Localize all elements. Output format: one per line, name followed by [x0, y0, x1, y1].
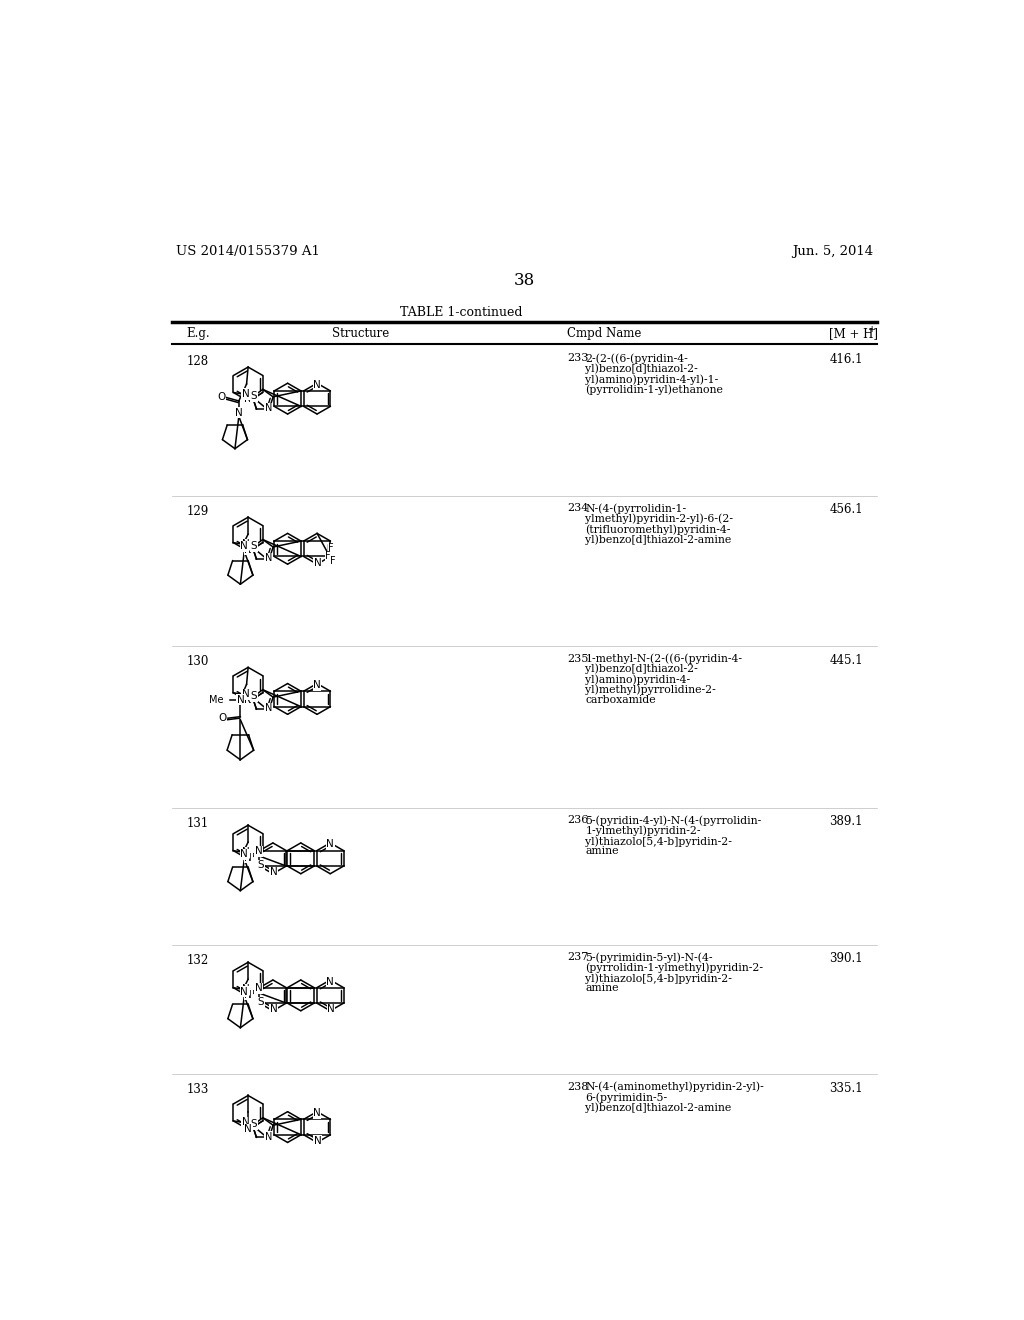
Text: Me: Me: [209, 694, 223, 705]
Text: 1-methyl-N-(2-((6-(pyridin-4-: 1-methyl-N-(2-((6-(pyridin-4-: [586, 653, 742, 664]
Text: N-(4-(aminomethyl)pyridin-2-yl)-: N-(4-(aminomethyl)pyridin-2-yl)-: [586, 1081, 764, 1092]
Text: N: N: [245, 694, 252, 705]
Text: Jun. 5, 2014: Jun. 5, 2014: [793, 244, 873, 257]
Text: (pyrrolidin-1-yl)ethanone: (pyrrolidin-1-yl)ethanone: [586, 384, 723, 395]
Text: N: N: [242, 539, 250, 549]
Text: N: N: [327, 977, 334, 986]
Text: yl)methyl)pyrrolidine-2-: yl)methyl)pyrrolidine-2-: [586, 685, 716, 696]
Text: N: N: [265, 704, 272, 713]
Text: Structure: Structure: [332, 327, 389, 341]
Text: ylmethyl)pyridin-2-yl)-6-(2-: ylmethyl)pyridin-2-yl)-6-(2-: [586, 513, 733, 524]
Text: S: S: [251, 1119, 257, 1130]
Text: yl)thiazolo[5,4-b]pyridin-2-: yl)thiazolo[5,4-b]pyridin-2-: [586, 836, 732, 846]
Text: +: +: [868, 326, 877, 334]
Text: carboxamide: carboxamide: [586, 696, 656, 705]
Text: N: N: [245, 990, 252, 999]
Text: yl)benzo[d]thiazol-2-amine: yl)benzo[d]thiazol-2-amine: [586, 535, 731, 545]
Text: Cmpd Name: Cmpd Name: [567, 327, 642, 341]
Text: S: S: [251, 541, 257, 552]
Text: US 2014/0155379 A1: US 2014/0155379 A1: [176, 244, 319, 257]
Text: 38: 38: [514, 272, 536, 289]
Text: N: N: [241, 541, 248, 552]
Text: (trifluoromethyl)pyridin-4-: (trifluoromethyl)pyridin-4-: [586, 524, 731, 535]
Text: N: N: [234, 408, 243, 417]
Text: N: N: [237, 694, 245, 705]
Text: S: S: [251, 391, 257, 401]
Text: N: N: [245, 853, 252, 862]
Text: N: N: [245, 545, 252, 554]
Text: S: S: [258, 998, 264, 1007]
Text: N: N: [314, 557, 322, 568]
Text: 236: 236: [567, 816, 589, 825]
Text: N: N: [313, 1109, 321, 1118]
Text: (pyrrolidin-1-ylmethyl)pyridin-2-: (pyrrolidin-1-ylmethyl)pyridin-2-: [586, 962, 763, 973]
Text: N: N: [242, 1118, 250, 1127]
Text: F: F: [325, 552, 331, 561]
Text: O: O: [218, 713, 226, 723]
Text: F: F: [330, 556, 336, 566]
Text: 132: 132: [186, 954, 208, 966]
Text: N: N: [269, 867, 278, 878]
Text: 234: 234: [567, 503, 589, 513]
Text: N: N: [245, 395, 252, 404]
Text: O: O: [217, 392, 225, 403]
Text: 456.1: 456.1: [829, 503, 863, 516]
Text: 416.1: 416.1: [829, 354, 863, 366]
Text: yl)benzo[d]thiazol-2-: yl)benzo[d]thiazol-2-: [586, 664, 698, 675]
Text: N: N: [242, 847, 250, 857]
Text: yl)benzo[d]thiazol-2-amine: yl)benzo[d]thiazol-2-amine: [586, 1102, 731, 1113]
Text: 235: 235: [567, 653, 589, 664]
Text: N: N: [241, 986, 248, 997]
Text: N: N: [255, 846, 262, 857]
Text: N: N: [242, 389, 250, 399]
Text: N: N: [313, 680, 321, 690]
Text: N: N: [327, 840, 334, 850]
Text: yl)amino)pyridin-4-yl)-1-: yl)amino)pyridin-4-yl)-1-: [586, 374, 719, 384]
Text: 131: 131: [186, 817, 208, 830]
Text: yl)thiazolo[5,4-b]pyridin-2-: yl)thiazolo[5,4-b]pyridin-2-: [586, 973, 732, 983]
Text: S: S: [251, 692, 257, 701]
Text: N: N: [245, 1125, 252, 1134]
Text: F: F: [329, 543, 334, 553]
Text: N: N: [265, 553, 272, 564]
Text: N: N: [313, 380, 321, 389]
Text: 5-(pyrimidin-5-yl)-N-(4-: 5-(pyrimidin-5-yl)-N-(4-: [586, 952, 713, 962]
Text: N: N: [265, 403, 272, 413]
Text: amine: amine: [586, 846, 618, 857]
Text: 128: 128: [186, 355, 208, 368]
Text: N: N: [265, 1131, 272, 1142]
Text: 390.1: 390.1: [829, 952, 863, 965]
Text: 389.1: 389.1: [829, 816, 863, 828]
Text: 133: 133: [186, 1084, 209, 1096]
Text: yl)benzo[d]thiazol-2-: yl)benzo[d]thiazol-2-: [586, 363, 698, 374]
Text: 130: 130: [186, 655, 209, 668]
Text: 335.1: 335.1: [829, 1081, 863, 1094]
Text: amine: amine: [586, 983, 618, 994]
Text: N: N: [245, 1123, 252, 1133]
Text: N: N: [314, 1137, 322, 1146]
Text: 238: 238: [567, 1081, 589, 1092]
Text: 6-(pyrimidin-5-: 6-(pyrimidin-5-: [586, 1092, 668, 1102]
Text: N: N: [269, 1005, 278, 1014]
Text: [M + H]: [M + H]: [829, 327, 879, 341]
Text: 233: 233: [567, 354, 589, 363]
Text: S: S: [258, 861, 264, 870]
Text: N-(4-(pyrrolidin-1-: N-(4-(pyrrolidin-1-: [586, 503, 686, 513]
Text: TABLE 1-continued: TABLE 1-continued: [400, 306, 522, 319]
Text: N: N: [241, 850, 248, 859]
Text: N: N: [242, 689, 250, 700]
Text: N: N: [255, 983, 262, 994]
Text: yl)amino)pyridin-4-: yl)amino)pyridin-4-: [586, 675, 690, 685]
Text: E.g.: E.g.: [186, 327, 210, 341]
Text: N: N: [242, 985, 250, 994]
Text: N: N: [327, 1005, 335, 1014]
Text: 237: 237: [567, 952, 589, 962]
Text: 1-ylmethyl)pyridin-2-: 1-ylmethyl)pyridin-2-: [586, 825, 700, 836]
Text: 129: 129: [186, 506, 208, 517]
Text: 5-(pyridin-4-yl)-N-(4-(pyrrolidin-: 5-(pyridin-4-yl)-N-(4-(pyrrolidin-: [586, 816, 762, 826]
Text: 2-(2-((6-(pyridin-4-: 2-(2-((6-(pyridin-4-: [586, 354, 688, 364]
Text: 445.1: 445.1: [829, 653, 863, 667]
